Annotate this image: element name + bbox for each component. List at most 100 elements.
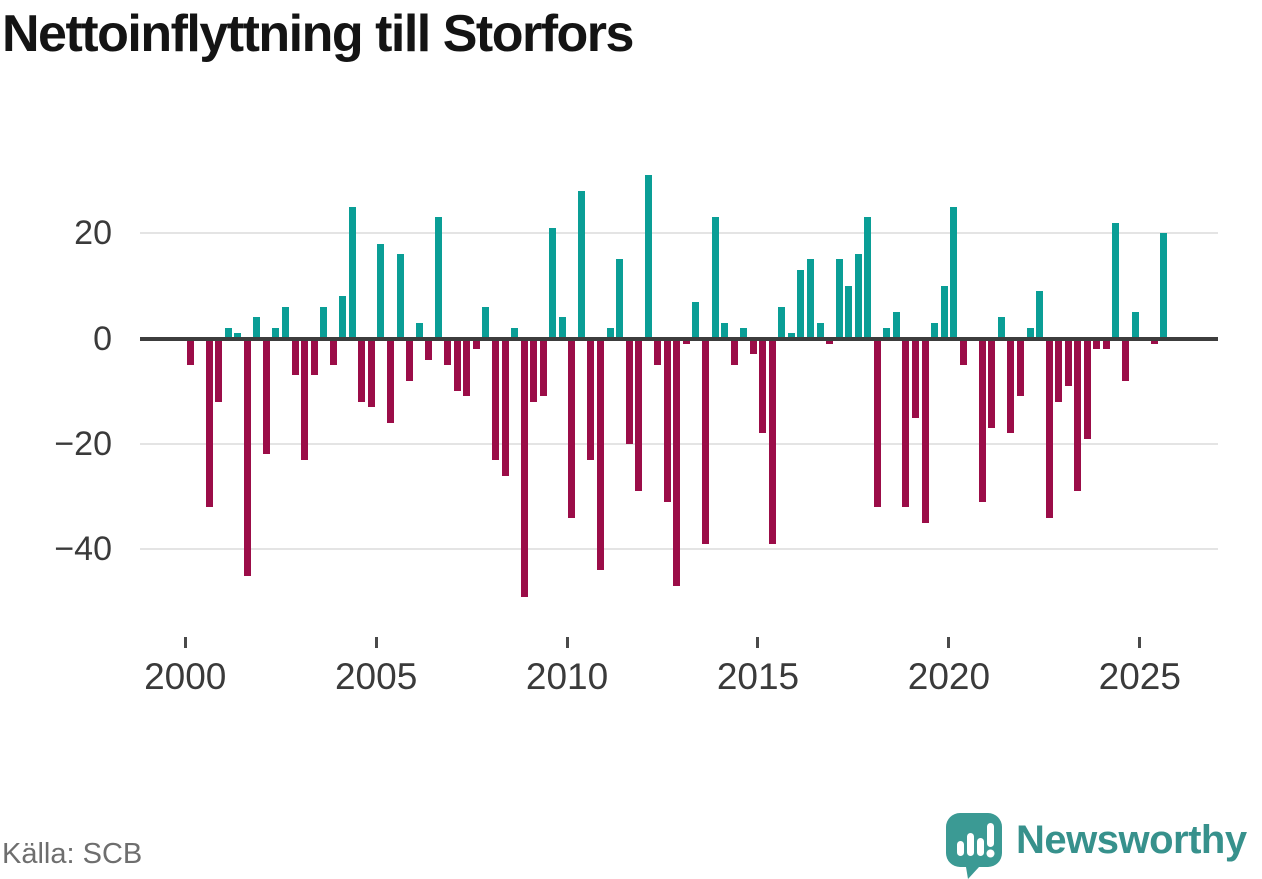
- bar-2004Q2: [348, 206, 356, 339]
- y-axis-label-0: 0: [93, 319, 112, 358]
- bar-2012Q1: [644, 175, 652, 339]
- bar-2009Q1: [530, 338, 538, 402]
- bar-2005Q4: [406, 338, 414, 381]
- source-note: Källa: SCB: [2, 838, 143, 870]
- bar-2003Q1: [301, 338, 309, 460]
- bar-2013Q4: [711, 217, 719, 339]
- bar-2012Q3: [663, 338, 671, 502]
- x-axis-label-2010: 2010: [525, 656, 609, 697]
- bar-2022Q1: [1026, 327, 1034, 339]
- x-axis-tick-2015: [756, 637, 760, 648]
- bar-2007Q4: [482, 306, 490, 339]
- bar-2006Q3: [434, 217, 442, 339]
- bar-2001Q2: [234, 333, 242, 339]
- bar-2015Q1: [759, 338, 767, 434]
- bar-2011Q1: [606, 327, 614, 339]
- plot-area: 20 0 −20 −40 2000 2005 2010 2015 2020 2025: [54, 175, 1218, 697]
- x-axis-label-2025: 2025: [1098, 656, 1181, 697]
- bar-2011Q3: [625, 338, 633, 444]
- bar-2004Q1: [339, 296, 347, 339]
- bar-2002Q1: [262, 338, 270, 455]
- bar-2021Q3: [1007, 338, 1015, 434]
- bar-2017Q1: [835, 259, 843, 339]
- bar-2001Q4: [253, 317, 261, 339]
- bar-2008Q2: [501, 338, 509, 476]
- bar-2011Q4: [635, 338, 643, 492]
- bar-2014Q2: [730, 338, 738, 365]
- brand-name: Newsworthy: [1016, 817, 1247, 862]
- bar-2006Q4: [444, 338, 452, 365]
- bar-2009Q4: [558, 317, 566, 339]
- bar-2022Q3: [1045, 338, 1053, 518]
- bar-2015Q2: [768, 338, 776, 545]
- bar-2010Q4: [596, 338, 604, 571]
- zero-line: [140, 336, 1218, 341]
- bar-2017Q2: [845, 285, 853, 339]
- bar-2019Q2: [921, 338, 929, 523]
- chart-title: Nettoinflyttning till Storfors: [2, 5, 634, 63]
- y-axis-label--40: −40: [54, 530, 112, 569]
- bar-2000Q4: [215, 338, 223, 402]
- bar-2018Q3: [892, 312, 900, 339]
- x-axis-label-2015: 2015: [716, 656, 800, 697]
- x-axis-tick-2020: [947, 637, 951, 648]
- bar-2013Q2: [692, 301, 700, 339]
- bar-2014Q4: [749, 338, 757, 355]
- bar-2025Q2: [1150, 338, 1158, 344]
- bar-2000Q3: [205, 338, 213, 508]
- bar-2009Q2: [539, 338, 547, 397]
- x-axis-tick-2000: [183, 637, 187, 648]
- bar-2004Q3: [358, 338, 366, 402]
- bar-2002Q2: [272, 327, 280, 339]
- bar-2019Q3: [931, 322, 939, 339]
- bar-2021Q2: [997, 317, 1005, 339]
- bar-2012Q4: [673, 338, 681, 587]
- bar-2014Q3: [740, 327, 748, 339]
- bar-2022Q4: [1055, 338, 1063, 402]
- bar-2015Q4: [787, 333, 795, 339]
- bar-2003Q4: [329, 338, 337, 365]
- bar-2021Q1: [988, 338, 996, 429]
- bar-2019Q1: [911, 338, 919, 418]
- bar-2013Q3: [701, 338, 709, 545]
- x-axis-tick-2025: [1138, 637, 1142, 648]
- bar-2002Q3: [281, 306, 289, 339]
- bar-2019Q4: [940, 285, 948, 339]
- bar-2008Q4: [520, 338, 528, 597]
- bar-2001Q1: [224, 327, 232, 339]
- brand-logo: Newsworthy: [946, 813, 1247, 879]
- bar-2009Q3: [549, 227, 557, 339]
- bar-2025Q3: [1160, 233, 1168, 339]
- bar-2020Q1: [950, 206, 958, 339]
- bar-2008Q1: [491, 338, 499, 460]
- bar-2004Q4: [367, 338, 375, 407]
- bar-2010Q1: [568, 338, 576, 518]
- bar-2002Q4: [291, 338, 299, 376]
- x-axis-label-2005: 2005: [334, 656, 418, 697]
- bar-2008Q3: [511, 327, 519, 339]
- bar-2020Q2: [959, 338, 967, 365]
- y-axis-label--20: −20: [54, 424, 112, 463]
- bar-2016Q2: [806, 259, 814, 339]
- bar-2016Q1: [797, 269, 805, 339]
- bar-2017Q4: [864, 217, 872, 339]
- bar-2022Q2: [1036, 291, 1044, 339]
- bar-2016Q3: [816, 322, 824, 339]
- bar-2018Q4: [902, 338, 910, 508]
- x-axis-label-2020: 2020: [907, 656, 991, 697]
- y-axis-label-20: 20: [74, 214, 112, 253]
- bar-2012Q2: [654, 338, 662, 365]
- bar-2018Q1: [873, 338, 881, 508]
- bar-2017Q3: [854, 254, 862, 339]
- bar-2016Q4: [826, 338, 834, 344]
- gridline-20: [140, 232, 1218, 235]
- bar-2020Q4: [978, 338, 986, 502]
- x-axis-label-2000: 2000: [144, 656, 227, 697]
- bar-2007Q2: [463, 338, 471, 397]
- newsworthy-bubble-chart-icon: [946, 813, 1002, 879]
- bar-2010Q2: [577, 190, 585, 339]
- bar-2024Q2: [1112, 222, 1120, 339]
- bar-2024Q1: [1102, 338, 1110, 350]
- bar-2010Q3: [587, 338, 595, 460]
